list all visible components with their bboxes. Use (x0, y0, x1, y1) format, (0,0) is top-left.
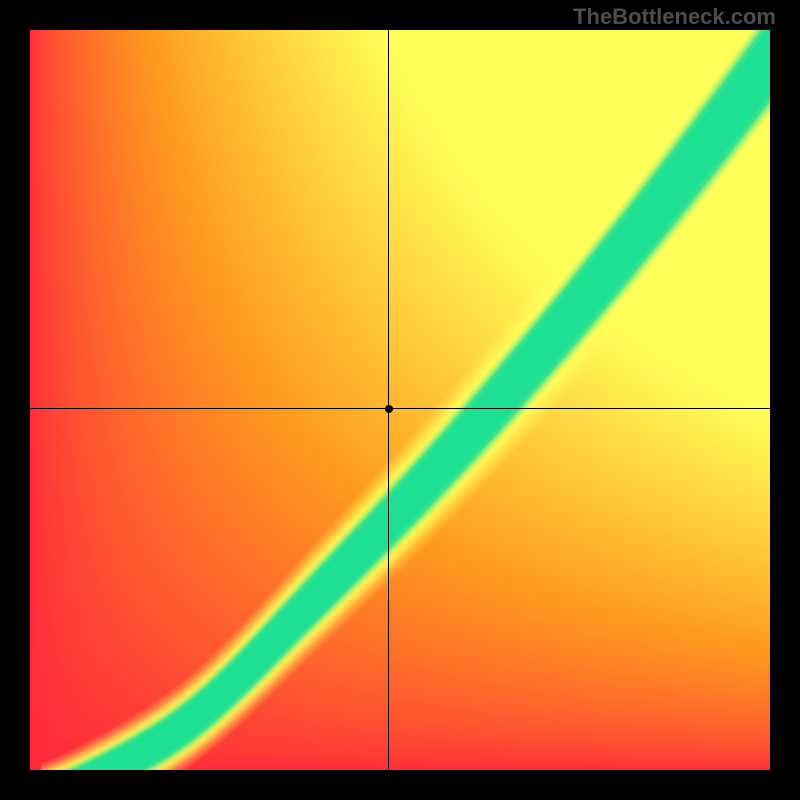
crosshair-horizontal (30, 408, 770, 409)
crosshair-vertical (388, 30, 389, 770)
heatmap-plot (30, 30, 770, 770)
watermark-text: TheBottleneck.com (573, 4, 776, 30)
chart-container: TheBottleneck.com (0, 0, 800, 800)
crosshair-marker-dot (385, 405, 393, 413)
heatmap-canvas (30, 30, 770, 770)
